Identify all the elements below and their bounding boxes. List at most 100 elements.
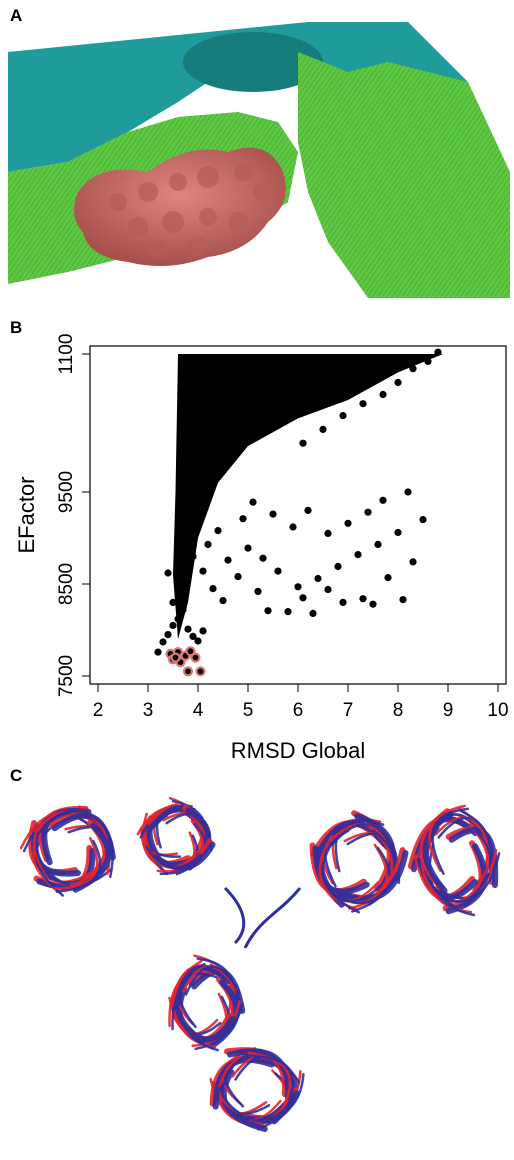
scatter-point [274, 567, 282, 575]
domain-bottom-a [168, 954, 246, 1052]
scatter-point [189, 405, 197, 413]
x-tick-label: 8 [393, 700, 404, 721]
ribbon-strand-blue [220, 1069, 268, 1132]
y-axis-label: EFactor [14, 476, 39, 553]
scatter-points [154, 348, 443, 677]
x-tick-label: 7 [343, 700, 354, 721]
x-tick-label: 3 [143, 700, 154, 721]
scatter-point [204, 476, 212, 484]
scatter-point [214, 527, 222, 535]
scatter-point [354, 551, 362, 559]
ribbon-strand-blue [35, 812, 72, 881]
domain-bottom-b [209, 1047, 305, 1132]
scatter-point [379, 496, 387, 504]
scatter-point [179, 520, 187, 528]
scatter-point [154, 648, 162, 656]
scatter-point [234, 444, 242, 452]
scatter-point [284, 608, 292, 616]
ribbon-strand-blue [55, 839, 102, 893]
domain-top-mid [136, 796, 216, 876]
scatter-point [199, 567, 207, 575]
scatter-point [259, 554, 267, 562]
highlighted-point [195, 666, 206, 677]
scatter-point [344, 519, 352, 527]
scatter-point [394, 528, 402, 537]
scatter-point [339, 412, 347, 420]
highlighted-point [182, 666, 194, 677]
scatter-point [199, 627, 207, 635]
domain-top-right-a [309, 810, 409, 914]
scatter-point [309, 609, 317, 617]
scatter-point [324, 585, 332, 594]
highlighted-point [190, 652, 201, 663]
membrane-surface-rendering [8, 22, 510, 298]
scatter-point [159, 638, 167, 646]
scatter-point [294, 583, 302, 591]
scatter-point [424, 357, 432, 365]
scatter-point [369, 600, 377, 608]
scatter-point [334, 562, 342, 571]
scatter-point [184, 561, 192, 569]
scatter-point [229, 388, 237, 396]
x-axis: 2 3 4 5 6 7 8 9 10 [93, 684, 509, 721]
scatter-point [359, 595, 367, 603]
scatter-point [434, 348, 442, 356]
scatter-point [179, 577, 187, 585]
scatter-point [339, 598, 347, 606]
ribbon-strand-blue [173, 964, 232, 1011]
ribbon-strand-blue [145, 845, 202, 869]
scatter-point [219, 597, 227, 605]
scatter-point [244, 544, 252, 552]
scatter-point [189, 552, 197, 560]
scatter-point [184, 382, 192, 390]
dense-point-cloud [173, 354, 443, 640]
scatter-point [174, 615, 182, 623]
scatter-point [224, 556, 232, 564]
scatter-point [194, 428, 202, 436]
scatter-point [274, 420, 282, 428]
ribbon-structures [19, 796, 501, 1132]
scatter-point [239, 515, 247, 523]
ribbon-strand-blue [152, 841, 216, 871]
y-tick-label: 8500 [56, 563, 77, 605]
scatter-point [364, 508, 372, 516]
scatter-point [289, 523, 297, 531]
x-tick-label: 6 [293, 700, 304, 721]
scatter-point [304, 506, 312, 514]
highlighted-point [170, 652, 181, 663]
scatter-point [319, 425, 327, 433]
scatter-point [184, 625, 192, 633]
scatter-point [234, 573, 242, 581]
scatter-point [174, 588, 182, 596]
scatter-point [399, 596, 407, 604]
x-axis-label: RMSD Global [231, 738, 365, 763]
scatter-point [379, 390, 387, 399]
scatter-point [409, 558, 417, 566]
y-tick-label: 7500 [56, 655, 77, 697]
scatter-point [254, 587, 262, 595]
scatter-point [254, 431, 262, 439]
scatter-point [164, 631, 172, 639]
panel-label-b: B [10, 318, 23, 337]
y-axis: 7500 8500 9500 1100 [56, 334, 90, 697]
ribbon-strand-blue [321, 838, 361, 914]
scatter-point [189, 632, 197, 640]
scatter-point [409, 365, 417, 373]
panel-label-c: C [10, 766, 23, 785]
y-tick-label: 9500 [56, 471, 77, 513]
scatter-point [209, 585, 217, 593]
scatter-point [209, 370, 217, 378]
scatter-point [189, 499, 197, 507]
scatter-point [204, 540, 212, 548]
scatter-point [314, 574, 322, 583]
domain-top-right-b [407, 804, 501, 917]
x-tick-label: 5 [243, 700, 254, 721]
scatter-point [419, 516, 427, 524]
ribbon-strand-blue [250, 1054, 295, 1113]
scatter-point [179, 359, 187, 367]
scatter-point [404, 488, 412, 496]
panel-label-a: A [10, 6, 23, 25]
scatter-point [299, 439, 307, 447]
scatter-point [374, 540, 382, 548]
